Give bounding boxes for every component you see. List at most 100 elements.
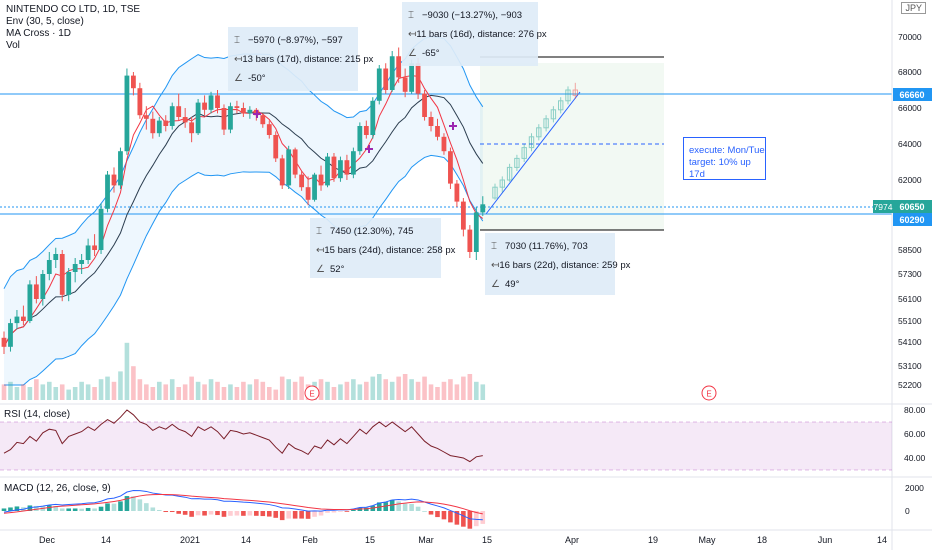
rsi-tick-label: 80.00 — [904, 405, 926, 415]
macd-hist-bar — [325, 511, 330, 513]
volume-bar — [98, 379, 104, 400]
volume-bar — [1, 384, 7, 400]
volume-bar — [357, 384, 363, 400]
macd-hist-bar — [53, 505, 59, 511]
macd-hist-bar — [169, 511, 175, 513]
macd-hist-bar — [85, 507, 91, 511]
projected-candle — [528, 133, 535, 152]
macd-hist-bar — [27, 505, 33, 511]
candle — [46, 252, 52, 281]
candles — [1, 47, 578, 354]
time-tick-label: Feb — [302, 535, 318, 545]
macd-hist-bar — [402, 503, 408, 511]
volume-bar — [286, 379, 291, 400]
volume-bar — [150, 387, 156, 400]
volume-bar — [364, 381, 369, 400]
price-label-60650: 60650 — [893, 200, 932, 213]
candle — [292, 147, 298, 179]
env-indicator-label[interactable]: Env (30, 5, close) — [6, 16, 84, 27]
symbol-title[interactable]: NINTENDO CO LTD, 1D, TSE — [6, 4, 141, 15]
macd-hist-bar — [8, 507, 13, 511]
macd-hist-bar — [318, 511, 324, 516]
volume-bar — [169, 379, 175, 400]
price-tick-label: 70000 — [898, 32, 922, 42]
volume-bar — [389, 381, 395, 400]
measure-annotation-2[interactable]: ⌶ −9030 (−13.27%), −903 ↤ 11 bars (16d), d… — [402, 2, 547, 66]
candle — [98, 203, 104, 254]
earnings-event-marker-future[interactable]: E — [701, 385, 717, 401]
macd-hist-bar — [66, 508, 71, 511]
candle — [202, 95, 207, 116]
svg-text:60650: 60650 — [899, 202, 924, 212]
candle — [396, 47, 402, 83]
candle — [66, 268, 72, 302]
macd-label[interactable]: MACD (12, 26, close, 9) — [4, 483, 111, 494]
macd-hist-bar — [260, 511, 266, 517]
volume-bar — [46, 381, 52, 400]
earnings-event-marker[interactable]: E — [304, 385, 320, 401]
angle-icon: ∠ — [234, 73, 243, 84]
measure-annotation-1[interactable]: ⌶ −5970 (−8.97%), −597 ↤ 13 bars (17d), di… — [228, 27, 373, 91]
macd-hist-bar — [131, 496, 136, 511]
candle — [460, 198, 466, 237]
macd-hist-bar — [454, 511, 460, 525]
volume-bar — [273, 389, 279, 400]
volume-bar — [370, 376, 376, 400]
time-tick-label: 15 — [482, 535, 492, 545]
candle — [21, 305, 26, 326]
volume-bar — [474, 381, 479, 400]
time-tick-label: 19 — [648, 535, 658, 545]
volume-bar — [396, 376, 401, 400]
candle — [234, 100, 240, 114]
time-tick-label: Dec — [39, 535, 56, 545]
macd-hist-bar — [331, 511, 337, 513]
time-axis[interactable]: Dec 14 2021 14 Feb 15 Mar 15 Apr 19 May 18 Jun 14 — [39, 535, 887, 545]
volume-bar — [454, 384, 460, 400]
ma-cross-indicator-label[interactable]: MA Cross · 1D — [6, 28, 72, 39]
currency-label[interactable]: JPY — [901, 2, 926, 14]
macd-hist-bar — [415, 506, 421, 511]
macd-hist-bar — [105, 503, 110, 511]
measure-annotation-4[interactable]: ⌶ 7030 (11.76%), 703 ↤ 16 bars (22d), dist… — [485, 233, 630, 295]
candle — [221, 104, 227, 135]
candle — [131, 72, 136, 96]
bars-range-icon: ↤ — [316, 245, 325, 256]
volume-bars — [1, 342, 486, 400]
macd-hist-bar — [182, 511, 188, 515]
bars-range-icon: ↤ — [234, 54, 243, 65]
volume-bar — [27, 387, 33, 400]
candle — [228, 102, 233, 134]
time-tick-label: 14 — [101, 535, 111, 545]
volume-bar — [105, 376, 110, 400]
candle — [260, 113, 266, 128]
candle — [266, 120, 272, 139]
measure-annotation-3[interactable]: ⌶ 7450 (12.30%), 745 ↤ 15 bars (24d), dist… — [310, 218, 455, 278]
volume-bar — [254, 379, 259, 400]
macd-hist-bar — [124, 496, 130, 511]
candle — [389, 51, 395, 92]
plan-note[interactable]: execute: Mon/Tue target: 10% up 17d — [683, 137, 766, 180]
macd-hist-bar — [79, 508, 84, 511]
volume-bar — [428, 384, 434, 400]
volume-bar — [118, 371, 123, 400]
candle — [473, 207, 479, 260]
price-label-60290: 60290 — [893, 213, 932, 226]
macd-hist-bar — [247, 511, 253, 516]
price-tick-label: 53100 — [898, 361, 922, 371]
projected-candle — [565, 86, 571, 105]
volume-bar — [195, 381, 201, 400]
candle — [350, 147, 356, 179]
price-label-66660: 66660 — [893, 88, 932, 101]
rsi-label[interactable]: RSI (14, close) — [4, 409, 71, 420]
price-tick-label: 55100 — [898, 316, 922, 326]
macd-tick-label: 0 — [905, 506, 910, 516]
price-tick-label: 64000 — [898, 139, 922, 149]
price-range-icon: ⌶ — [491, 241, 497, 252]
candle — [156, 117, 162, 137]
candle — [79, 254, 85, 274]
time-tick-label: 14 — [877, 535, 887, 545]
projected-candle — [558, 97, 564, 114]
volume-indicator-label[interactable]: Vol — [6, 40, 20, 51]
time-tick-label: 18 — [757, 535, 767, 545]
